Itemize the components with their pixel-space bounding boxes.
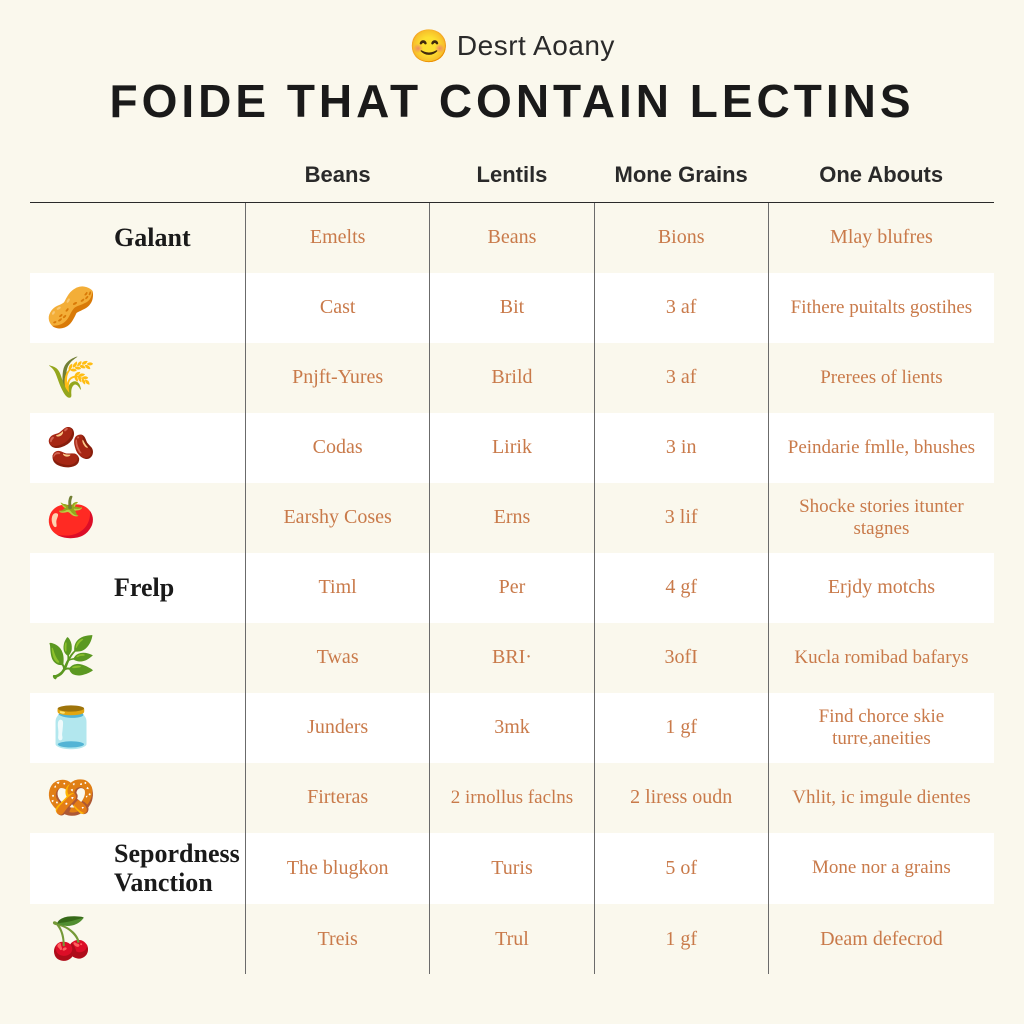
row-category-label [112, 904, 245, 974]
table-cell: 4 gf [594, 553, 768, 623]
table-body: GalantEmeltsBeansBionsMlay blufres🥜CastB… [30, 203, 994, 975]
row-food-icon: 🍒 [30, 904, 112, 974]
table-cell: 5 of [594, 833, 768, 905]
row-food-icon: 🍅 [30, 483, 112, 553]
table-cell: The blugkon [245, 833, 430, 905]
table-cell: Timl [245, 553, 430, 623]
table-cell: Codas [245, 413, 430, 483]
row-food-icon: 🫘 [30, 413, 112, 483]
table-cell: Per [430, 553, 594, 623]
table-row: Sepordness VanctionThe blugkonTuris5 ofM… [30, 833, 994, 905]
row-category-label [112, 343, 245, 413]
table-cell: Firteras [245, 763, 430, 833]
table-cell: Deam defecrod [768, 904, 994, 974]
row-category-label: Galant [112, 203, 245, 273]
table-header-lentils: Lentils [430, 152, 594, 203]
table-row: 🥜 CastBit3 afFithere puitalts gostihes [30, 273, 994, 343]
table-cell: Earshy Coses [245, 483, 430, 553]
brand-name: Desrt Aoany [457, 30, 615, 62]
table-header-abouts: One Abouts [768, 152, 994, 203]
table-row: 🍅 Earshy CosesErns3 lifShocke stories itu… [30, 483, 994, 553]
lectins-table: Beans Lentils Mone Grains One Abouts Gal… [30, 152, 994, 974]
page-title: FOIDE THAT CONTAIN LECTINS [30, 74, 994, 128]
table-cell: Find chorce skie turre,aneities [768, 693, 994, 763]
row-food-icon [30, 203, 112, 273]
table-cell: Pnjft-Yures [245, 343, 430, 413]
table-header-row: Beans Lentils Mone Grains One Abouts [30, 152, 994, 203]
table-cell: Lirik [430, 413, 594, 483]
table-row: 🌾 Pnjft-YuresBrild3 afPrerees of lients [30, 343, 994, 413]
table-cell: Erns [430, 483, 594, 553]
table-row: 🫘 CodasLirik3 inPeindarie fmlle, bhushes [30, 413, 994, 483]
table-cell: Shocke stories itunter stagnes [768, 483, 994, 553]
row-category-label [112, 483, 245, 553]
table-cell: 3 af [594, 273, 768, 343]
table-cell: 3 in [594, 413, 768, 483]
row-category-label [112, 693, 245, 763]
table-row: 🌿 TwasBRI·3ofIKucla romibad bafarys [30, 623, 994, 693]
table-header-beans: Beans [245, 152, 430, 203]
table-cell: Bit [430, 273, 594, 343]
table-row: GalantEmeltsBeansBionsMlay blufres [30, 203, 994, 273]
table-cell: Peindarie fmlle, bhushes [768, 413, 994, 483]
table-cell: Bions [594, 203, 768, 273]
table-cell: 1 gf [594, 693, 768, 763]
table-cell: Emelts [245, 203, 430, 273]
row-food-icon: 🌾 [30, 343, 112, 413]
table-row: 🫙 Junders3mk1 gfFind chorce skie turre,an… [30, 693, 994, 763]
row-category-label [112, 763, 245, 833]
row-food-icon [30, 833, 112, 905]
table-cell: 2 liress oudn [594, 763, 768, 833]
table-row: FrelpTimlPer4 gfErjdy motchs [30, 553, 994, 623]
table-cell: Treis [245, 904, 430, 974]
table-cell: Prerees of lients [768, 343, 994, 413]
table-cell: Fithere puitalts gostihes [768, 273, 994, 343]
table-cell: Mone nor a grains [768, 833, 994, 905]
table-row: 🥨 Firteras2 irnollus faclns2 liress oudnV… [30, 763, 994, 833]
table-cell: Mlay blufres [768, 203, 994, 273]
row-category-label: Sepordness Vanction [112, 833, 245, 905]
row-food-icon: 🫙 [30, 693, 112, 763]
table-cell: Erjdy motchs [768, 553, 994, 623]
row-category-label [112, 273, 245, 343]
table-cell: Vhlit, ic imgule dientes [768, 763, 994, 833]
row-food-icon: 🌿 [30, 623, 112, 693]
table-cell: 3 lif [594, 483, 768, 553]
table-cell: Brild [430, 343, 594, 413]
row-food-icon [30, 553, 112, 623]
row-category-label [112, 413, 245, 483]
row-food-icon: 🥨 [30, 763, 112, 833]
row-category-label [112, 623, 245, 693]
table-cell: 3mk [430, 693, 594, 763]
brand-smiley-icon: 😊 [409, 30, 449, 62]
brand-header: 😊 Desrt Aoany [30, 30, 994, 62]
row-food-icon: 🥜 [30, 273, 112, 343]
table-cell: Twas [245, 623, 430, 693]
table-header-blank-icon [30, 152, 112, 203]
table-header-grains: Mone Grains [594, 152, 768, 203]
table-cell: BRI· [430, 623, 594, 693]
table-cell: Beans [430, 203, 594, 273]
table-header-blank-label [112, 152, 245, 203]
row-category-label: Frelp [112, 553, 245, 623]
table-row: 🍒 TreisTrul1 gfDeam defecrod [30, 904, 994, 974]
table-cell: Junders [245, 693, 430, 763]
table-cell: 1 gf [594, 904, 768, 974]
table-cell: 3 af [594, 343, 768, 413]
table-cell: 3ofI [594, 623, 768, 693]
table-cell: Cast [245, 273, 430, 343]
table-cell: 2 irnollus faclns [430, 763, 594, 833]
table-cell: Trul [430, 904, 594, 974]
table-cell: Turis [430, 833, 594, 905]
table-cell: Kucla romibad bafarys [768, 623, 994, 693]
